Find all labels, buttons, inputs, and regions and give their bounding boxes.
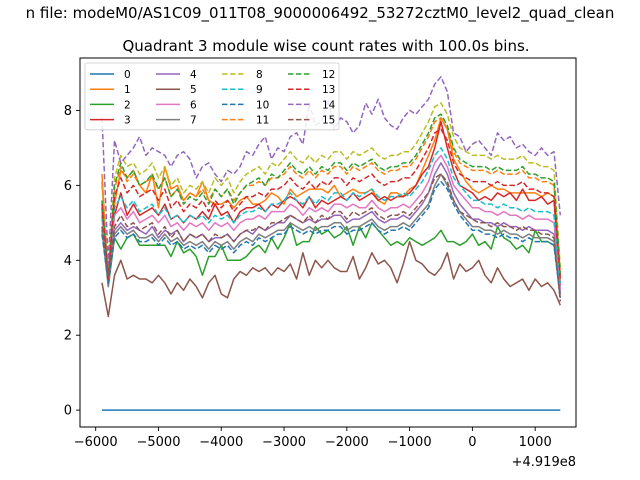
series-line-5: [101, 240, 561, 318]
plot-area: [79, 57, 577, 428]
legend-label-14: 14: [322, 99, 336, 111]
legend-label-0: 0: [124, 69, 131, 81]
x-offset-label: +4.919e8: [512, 455, 576, 470]
series-line-6: [101, 154, 562, 291]
y-tick-label: 0: [64, 404, 72, 419]
series-line-1: [101, 117, 562, 284]
legend-label-15: 15: [322, 115, 335, 127]
series-line-9: [101, 147, 562, 287]
ticks-group: −6000 −5000 −4000 −3000 −2000 −1000 0 1000 0 2 4 6 8: [64, 104, 552, 450]
figure-suptitle: n file: modeM0/AS1C09_011T08_9000006492_…: [26, 4, 615, 23]
axes-frame: [79, 57, 577, 428]
y-tick-label: 2: [64, 329, 72, 344]
x-tick-label: −4000: [199, 435, 243, 450]
legend-label-5: 5: [190, 84, 197, 96]
x-tick-label: −6000: [74, 435, 118, 450]
series-line-7: [101, 173, 562, 298]
legend-label-4: 4: [190, 69, 197, 81]
legend-label-11: 11: [256, 115, 269, 127]
y-tick-label: 8: [64, 104, 72, 119]
series-group: [101, 75, 562, 411]
series-line-12: [101, 113, 562, 280]
series-line-3: [101, 120, 562, 287]
x-tick-label: −5000: [136, 435, 180, 450]
x-tick-label: −3000: [262, 435, 306, 450]
chart-title: Quadrant 3 module wise count rates with …: [122, 37, 529, 55]
legend-box: [84, 62, 340, 131]
series-line-13: [101, 128, 562, 280]
series-line-14: [101, 75, 562, 265]
legend-label-7: 7: [190, 115, 197, 127]
x-tick-label: 0: [468, 435, 476, 450]
legend-label-10: 10: [256, 99, 269, 111]
x-tick-label: −2000: [325, 435, 369, 450]
x-tick-label: −1000: [388, 435, 432, 450]
legend-label-1: 1: [124, 84, 131, 96]
x-tick-label: 1000: [519, 435, 552, 450]
legend-label-6: 6: [190, 99, 197, 111]
legend-label-3: 3: [124, 115, 131, 127]
legend-label-8: 8: [256, 69, 263, 81]
y-tick-label: 4: [64, 254, 72, 269]
series-line-8: [101, 102, 562, 277]
legend-label-13: 13: [322, 84, 335, 96]
legend-label-12: 12: [322, 69, 335, 81]
series-line-15: [101, 173, 562, 302]
legend-label-9: 9: [256, 84, 263, 96]
series-line-10: [101, 180, 562, 298]
y-tick-label: 6: [64, 179, 72, 194]
series-line-2: [101, 215, 562, 291]
legend-label-2: 2: [124, 99, 131, 111]
